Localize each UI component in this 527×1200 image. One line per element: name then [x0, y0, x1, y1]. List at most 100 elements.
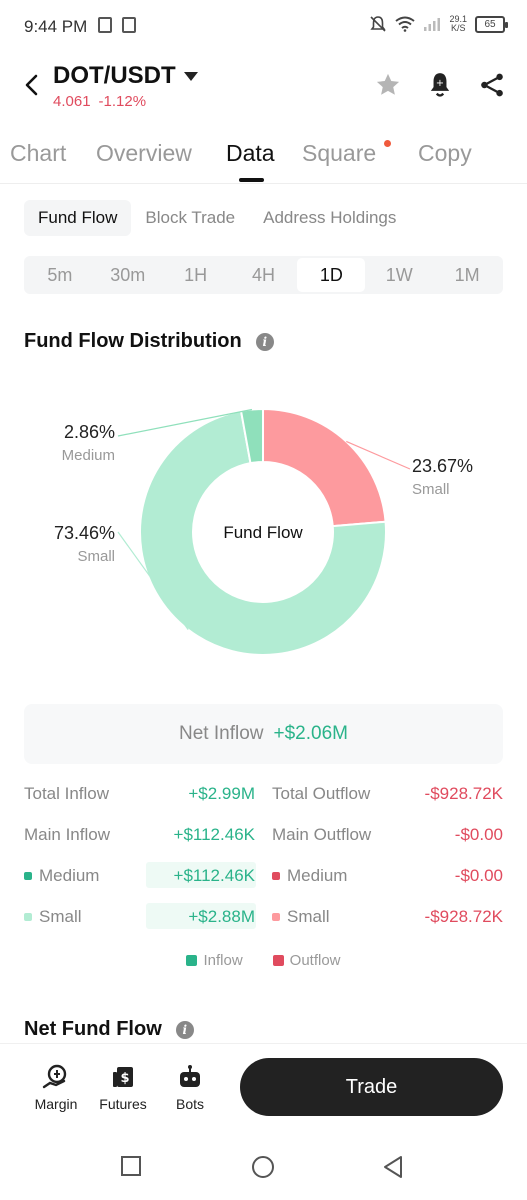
donut-slice-small-outflow[interactable]: [262, 407, 387, 528]
flow-legend: Inflow Outflow: [0, 952, 527, 969]
net-inflow-box: Net Inflow +$2.06M: [24, 704, 503, 764]
margin-icon: [42, 1064, 67, 1089]
medium-inflow-label: Medium: [24, 866, 99, 886]
bell-icon: +: [430, 73, 450, 97]
recents-icon[interactable]: [120, 1155, 142, 1177]
medium-inflow-text: Medium: [39, 866, 100, 885]
net-fund-flow-title: Net Fund Flow i: [24, 1018, 194, 1041]
mute-bell-icon: [370, 16, 387, 32]
info-icon[interactable]: i: [175, 1020, 194, 1039]
tab-copy[interactable]: Copy: [418, 140, 472, 166]
futures-button[interactable]: $ Futures: [93, 1062, 153, 1112]
tab-square[interactable]: Square: [302, 140, 377, 166]
svg-text:+: +: [436, 78, 444, 89]
total-inflow-value: +$2.99M: [188, 784, 255, 803]
tab-overview[interactable]: Overview: [96, 140, 192, 166]
table-row: Main Inflow +$112.46K Main Outflow -$0.0…: [24, 817, 503, 858]
tab-data[interactable]: Data: [226, 140, 275, 166]
status-bar: 9:44 PM 29.1 K/S 65: [0, 0, 527, 54]
bottom-action-bar: Margin $ Futures Bots Trade: [0, 1043, 527, 1131]
slice-label-medium-inflow: 2.86% Medium: [40, 422, 115, 464]
small-outflow-value: -$928.72K: [424, 907, 503, 926]
small-outflow-label: Small: [272, 907, 330, 927]
subtab-block-trade[interactable]: Block Trade: [145, 208, 236, 227]
net-speed-unit: K/S: [450, 23, 466, 33]
legend-inflow-swatch: [186, 955, 198, 966]
slice-leader-line: [117, 408, 253, 437]
android-navigation-bar: [0, 1135, 527, 1200]
slice-pct: 73.46%: [53, 523, 115, 543]
slice-label-small-inflow: 73.46% Small: [30, 523, 115, 565]
net-fund-flow-title-text: Net Fund Flow: [24, 1018, 162, 1040]
star-icon: [376, 73, 400, 95]
bots-label: Bots: [175, 1096, 204, 1112]
timeframe-1d[interactable]: 1D: [297, 258, 366, 292]
last-price: 4.061: [53, 93, 91, 110]
main-outflow-value: -$0.00: [454, 825, 503, 844]
favorite-button[interactable]: [373, 70, 403, 100]
wifi-icon: [395, 16, 416, 32]
share-button[interactable]: [477, 70, 507, 100]
flow-table: Total Inflow +$2.99M Total Outflow -$928…: [24, 776, 503, 940]
home-icon[interactable]: [251, 1155, 275, 1179]
alert-button[interactable]: +: [425, 70, 455, 100]
subtab-address-holdings[interactable]: Address Holdings: [263, 208, 397, 227]
timeframe-1m[interactable]: 1M: [454, 265, 480, 285]
bots-button[interactable]: Bots: [160, 1062, 220, 1112]
slice-cat: Small: [412, 481, 450, 498]
bots-icon: [180, 1065, 200, 1087]
legend-inflow: Inflow: [186, 952, 243, 969]
slice-cat: Small: [77, 548, 115, 565]
donut-center-label: Fund Flow: [223, 523, 303, 542]
status-time: 9:44 PM: [24, 17, 88, 36]
subtab-fund-flow[interactable]: Fund Flow: [24, 200, 132, 236]
total-inflow-label: Total Inflow: [24, 784, 110, 803]
margin-button[interactable]: Margin: [26, 1062, 86, 1112]
medium-outflow-text: Medium: [287, 866, 348, 885]
tab-chart[interactable]: Chart: [10, 140, 67, 166]
legend-inflow-label: Inflow: [203, 952, 243, 969]
margin-label: Margin: [34, 1096, 78, 1112]
small-inflow-text: Small: [39, 907, 82, 926]
timeframe-1w[interactable]: 1W: [385, 265, 413, 285]
futures-label: Futures: [99, 1096, 147, 1112]
legend-outflow-swatch: [272, 955, 284, 966]
distribution-title: Fund Flow Distribution i: [24, 330, 274, 353]
small-inflow-bullet: [24, 913, 32, 921]
square-badge-dot: [384, 140, 391, 147]
battery-icon: 65: [475, 15, 508, 33]
small-outflow-bullet: [272, 913, 280, 921]
slice-pct: 23.67%: [412, 456, 474, 476]
net-inflow-value: +$2.06M: [273, 723, 348, 744]
net-inflow-label: Net Inflow: [179, 723, 264, 744]
back-icon[interactable]: [382, 1155, 404, 1179]
svg-text:$: $: [120, 1071, 129, 1086]
table-row: Small +$2.88M Small -$928.72K: [24, 899, 503, 940]
timeframe-1h[interactable]: 1H: [184, 265, 208, 285]
medium-outflow-value: -$0.00: [454, 866, 503, 885]
timeframe-5m[interactable]: 5m: [47, 265, 73, 285]
pair-header: DOT/USDT 4.061 -1.12% +: [0, 56, 527, 116]
main-inflow-label: Main Inflow: [24, 825, 110, 844]
donut-slice-small-inflow[interactable]: [139, 409, 387, 656]
small-inflow-bar: [146, 903, 256, 929]
pair-name: DOT/USDT: [53, 62, 176, 89]
small-inflow-value: +$2.88M: [188, 907, 255, 926]
medium-inflow-bullet: [24, 872, 32, 880]
office-app-icon: [98, 17, 112, 33]
back-arrow-icon: [25, 74, 38, 96]
back-button[interactable]: [18, 70, 48, 100]
status-app-icons: [98, 17, 136, 33]
status-right: 29.1 K/S 65: [369, 15, 508, 33]
active-tab-indicator: [239, 178, 264, 182]
timeframe-selector: 5m 30m 1H 4H 1D 1W 1M: [24, 256, 503, 294]
table-row: Medium +$112.46K Medium -$0.00: [24, 858, 503, 899]
info-icon[interactable]: i: [255, 332, 274, 351]
pair-selector[interactable]: DOT/USDT: [53, 62, 198, 90]
net-speed: 29.1 K/S: [449, 15, 467, 33]
price-line: 4.061 -1.12%: [53, 93, 146, 110]
timeframe-30m[interactable]: 30m: [110, 265, 146, 285]
timeframe-4h[interactable]: 4H: [252, 265, 276, 285]
trade-button[interactable]: Trade: [240, 1058, 503, 1116]
net-speed-value: 29.1: [449, 14, 467, 24]
